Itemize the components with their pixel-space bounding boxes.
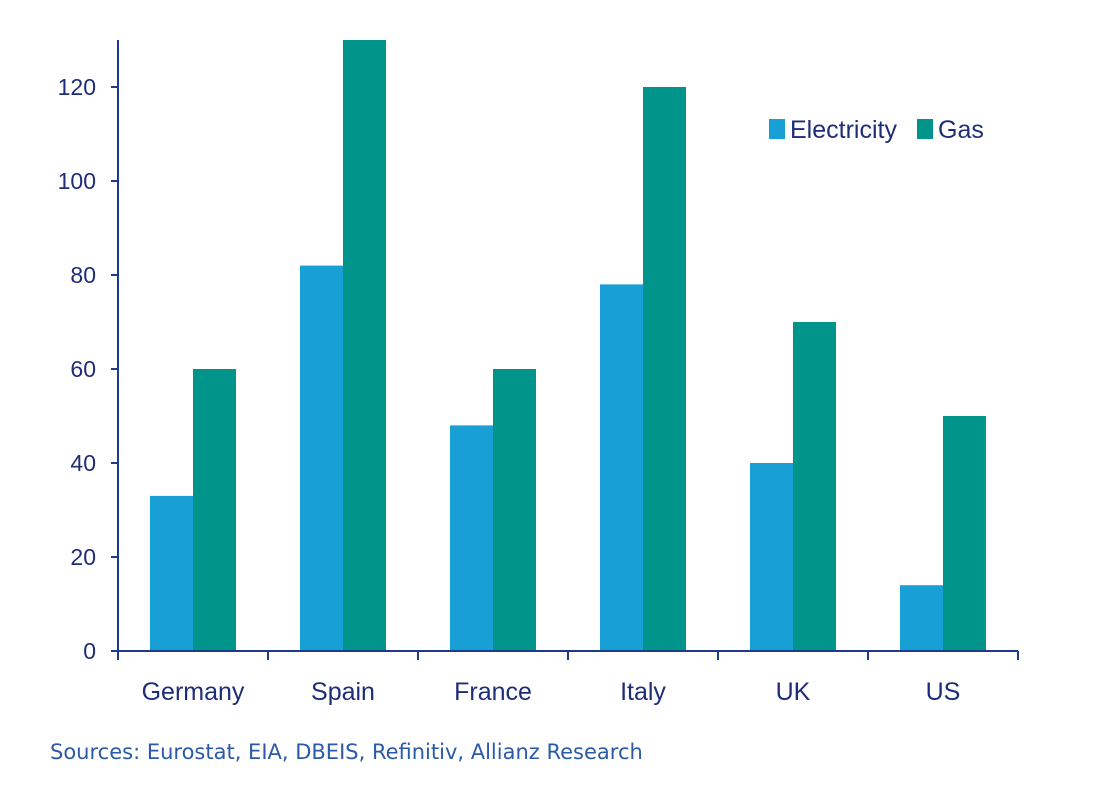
bar-electricity-us xyxy=(900,585,943,651)
x-tick-label: Italy xyxy=(620,678,666,706)
bar-gas-italy xyxy=(643,87,686,651)
legend-swatch-electricity xyxy=(769,119,785,139)
y-tick-label: 0 xyxy=(83,638,96,664)
bar-gas-spain xyxy=(343,40,386,651)
bar-electricity-germany xyxy=(150,495,193,651)
y-tick-label: 120 xyxy=(58,74,96,100)
legend-label-gas: Gas xyxy=(938,116,984,144)
bar-gas-germany xyxy=(193,369,236,651)
bar-gas-uk xyxy=(793,322,836,651)
legend-label-electricity: Electricity xyxy=(790,116,897,144)
x-tick-label: US xyxy=(926,678,961,706)
x-tick-label: France xyxy=(454,678,532,706)
bar-gas-france xyxy=(493,369,536,651)
legend-swatch-gas xyxy=(917,119,933,139)
bar-electricity-france xyxy=(450,425,493,651)
source-note: Sources: Eurostat, EIA, DBEIS, Refinitiv… xyxy=(50,740,643,764)
bar-electricity-spain xyxy=(300,265,343,651)
x-tick-label: UK xyxy=(776,678,811,706)
bar-electricity-uk xyxy=(750,463,793,651)
bar-electricity-italy xyxy=(600,284,643,651)
y-tick-label: 100 xyxy=(58,168,96,194)
bar-gas-us xyxy=(943,416,986,651)
y-tick-label: 80 xyxy=(70,262,96,288)
y-tick-label: 20 xyxy=(70,544,96,570)
y-tick-label: 40 xyxy=(70,450,96,476)
x-tick-label: Spain xyxy=(311,678,375,706)
x-tick-label: Germany xyxy=(142,678,245,706)
y-tick-label: 60 xyxy=(70,356,96,382)
